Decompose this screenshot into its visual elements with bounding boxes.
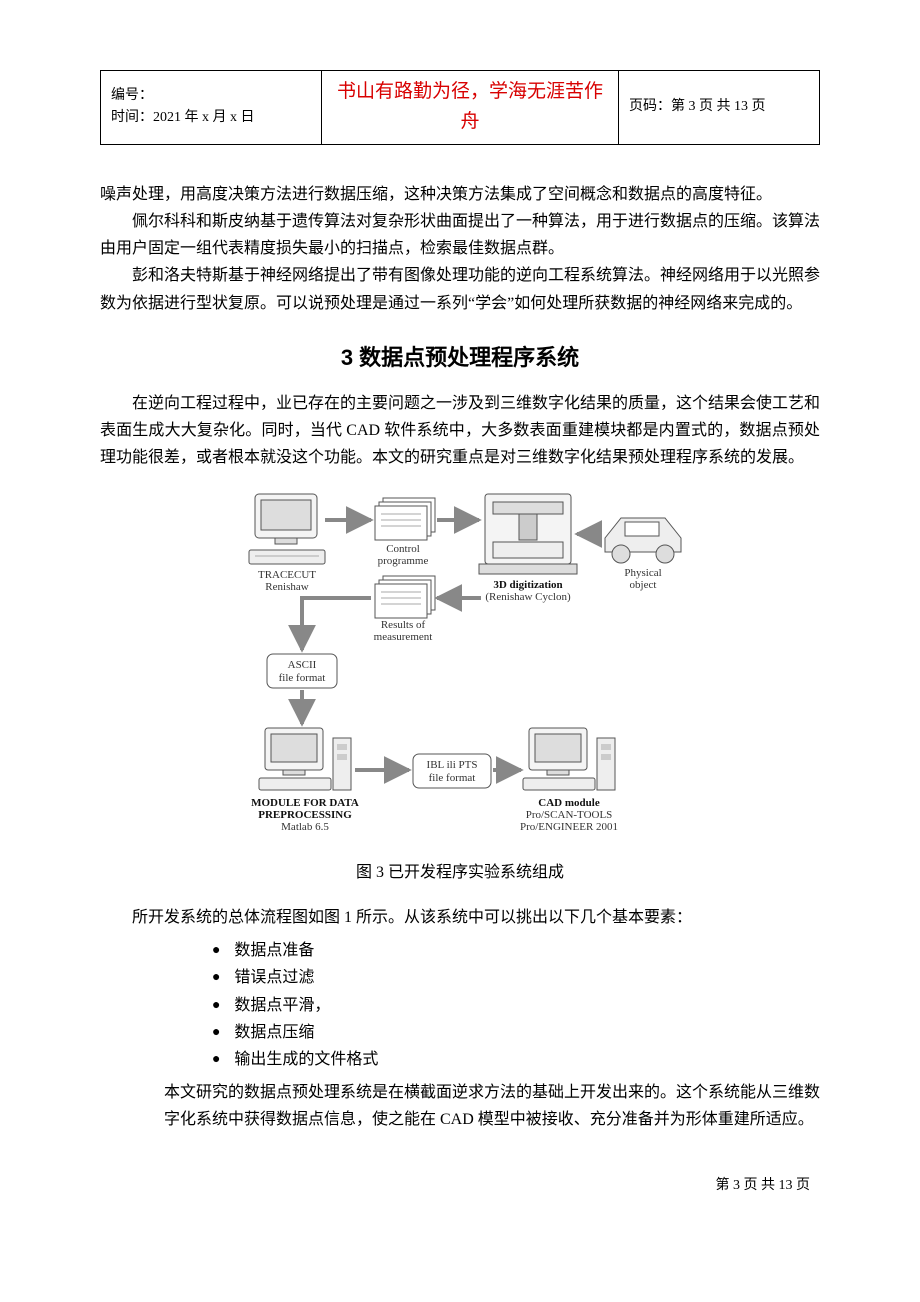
control-programme-icon <box>375 498 435 540</box>
digitizer-icon <box>479 494 577 574</box>
module-icon <box>259 728 351 790</box>
header-left: 编号： 时间：2021 年 x 月 x 日 <box>101 71 322 144</box>
ascii-label2: file format <box>279 672 326 684</box>
list-item: 数据点压缩 <box>212 1019 820 1046</box>
module-label2: PREPROCESSING <box>258 809 352 821</box>
tracecut-label2: Renishaw <box>265 581 308 593</box>
physical-object-icon <box>605 518 681 563</box>
paragraph: 佩尔科科和斯皮纳基于遗传算法对复杂形状曲面提出了一种算法，用于进行数据点的压缩。… <box>100 208 820 262</box>
paragraph: 在逆向工程过程中，业已存在的主要问题之一涉及到三维数字化结果的质量，这个结果会使… <box>100 390 820 472</box>
header-motto: 书山有路勤为径，学海无涯苦作舟 <box>322 71 619 144</box>
header-box: 编号： 时间：2021 年 x 月 x 日 书山有路勤为径，学海无涯苦作舟 页码… <box>100 70 820 145</box>
physical-label2: object <box>630 579 657 591</box>
paragraph: 彭和洛夫特斯基于神经网络提出了带有图像处理功能的逆向工程系统算法。神经网络用于以… <box>100 262 820 316</box>
control-label1: Control <box>386 543 420 555</box>
module-label3: Matlab 6.5 <box>281 821 329 833</box>
cad-label2: Pro/SCAN-TOOLS <box>526 809 613 821</box>
tracecut-icon <box>249 494 325 564</box>
list-item: 输出生成的文件格式 <box>212 1046 820 1073</box>
figure-diagram: TRACECUT Renishaw Control programme <box>225 476 695 846</box>
figure: TRACECUT Renishaw Control programme <box>100 476 820 855</box>
results-label2: measurement <box>374 631 433 643</box>
figure-caption: 图 3 已开发程序实验系统组成 <box>100 859 820 886</box>
ibl-label2: file format <box>429 772 476 784</box>
section-title: 3 数据点预处理程序系统 <box>100 339 820 376</box>
cad-label1: CAD module <box>538 797 600 809</box>
cad-icon <box>523 728 615 790</box>
cad-label3: Pro/ENGINEER 2001 <box>520 821 618 833</box>
tracecut-label: TRACECUT <box>258 569 316 581</box>
paragraph: 所开发系统的总体流程图如图 1 所示。从该系统中可以挑出以下几个基本要素： <box>100 904 820 931</box>
page-footer: 第 3 页 共 13 页 <box>100 1174 820 1194</box>
ascii-label1: ASCII <box>288 659 317 671</box>
digitizer-label1: 3D digitization <box>493 579 562 591</box>
control-label2: programme <box>378 555 429 567</box>
paragraph-text: 所开发系统的总体流程图如图 1 所示。从该系统中可以挑出以下几个基本要素： <box>132 909 692 926</box>
module-label1: MODULE FOR DATA <box>251 797 359 809</box>
page: 编号： 时间：2021 年 x 月 x 日 书山有路勤为径，学海无涯苦作舟 页码… <box>0 0 920 1234</box>
physical-label1: Physical <box>624 567 661 579</box>
list-item: 数据点准备 <box>212 937 820 964</box>
list-item: 数据点平滑， <box>212 992 820 1019</box>
paragraph: 噪声处理，用高度决策方法进行数据压缩，这种决策方法集成了空间概念和数据点的高度特… <box>100 181 820 208</box>
header-page: 页码：第 3 页 共 13 页 <box>619 71 819 144</box>
results-icon <box>375 576 435 618</box>
list-item: 错误点过滤 <box>212 964 820 991</box>
results-label1: Results of <box>381 619 426 631</box>
body: 噪声处理，用高度决策方法进行数据压缩，这种决策方法集成了空间概念和数据点的高度特… <box>100 181 820 1134</box>
doc-date-label: 时间：2021 年 x 月 x 日 <box>111 107 311 129</box>
digitizer-label2: (Renishaw Cyclon) <box>485 591 571 603</box>
bullet-list: 数据点准备 错误点过滤 数据点平滑， 数据点压缩 输出生成的文件格式 <box>100 937 820 1073</box>
ibl-label1: IBL ili PTS <box>427 759 478 771</box>
doc-id-label: 编号： <box>111 85 311 107</box>
paragraph: 本文研究的数据点预处理系统是在横截面逆求方法的基础上开发出来的。这个系统能从三维… <box>164 1079 820 1133</box>
